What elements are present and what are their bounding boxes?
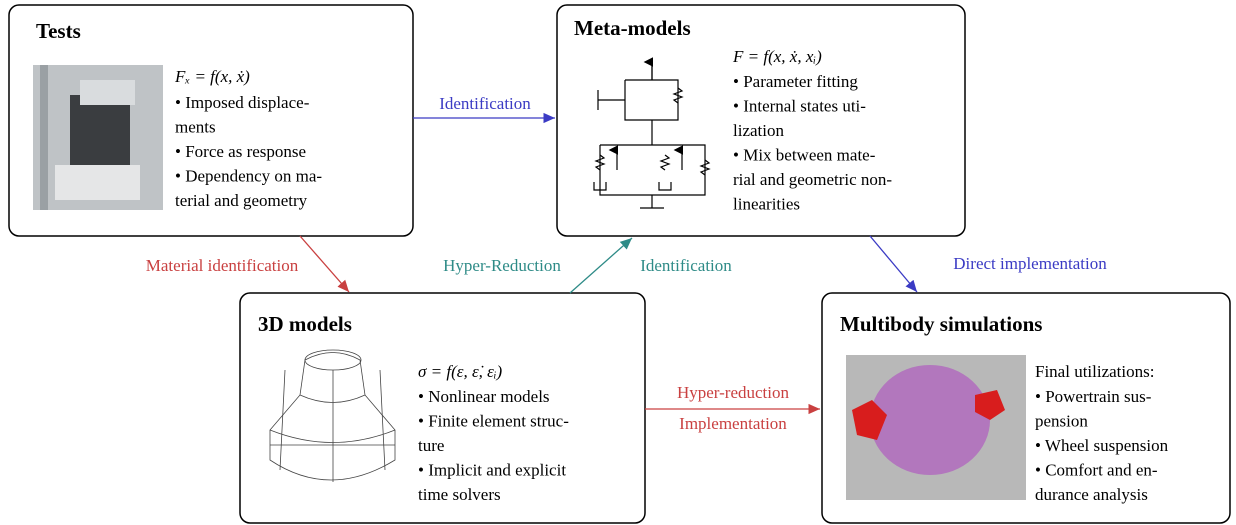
node-formula: Fₓ = f(x, ẋ): [174, 67, 250, 86]
node-formula: Final utilizations:: [1035, 362, 1154, 381]
node-line: pension: [1035, 411, 1088, 430]
edge-label: Hyper-reduction: [677, 383, 790, 402]
node-line: • Wheel suspension: [1035, 436, 1169, 455]
node-title: Multibody simulations: [840, 312, 1042, 336]
node-line: • Imposed displace-: [175, 93, 310, 112]
node-line: rial and geometric non-: [733, 170, 892, 189]
test-photo: [33, 65, 163, 210]
edge-label: Implementation: [679, 414, 787, 433]
edge-label: Identification: [640, 256, 732, 275]
spring-schematic: [593, 57, 711, 209]
node-line: • Nonlinear models: [418, 387, 550, 406]
node-line: ture: [418, 436, 444, 455]
node-line: • Parameter fitting: [733, 72, 858, 91]
node-line: • Dependency on ma-: [175, 166, 322, 185]
node-line: • Implicit and explicit: [418, 460, 566, 479]
edge-label: Identification: [439, 94, 531, 113]
node-line: • Finite element struc-: [418, 411, 569, 430]
node-formula: σ = f(ε, ε̇, εᵢ): [418, 362, 503, 381]
node-line: durance analysis: [1035, 485, 1148, 504]
edge-arrow: [569, 237, 633, 294]
edge-label: Material identification: [146, 256, 299, 275]
mesh-drawing: [269, 349, 396, 482]
node-line: • Comfort and en-: [1035, 460, 1158, 479]
node-line: time solvers: [418, 485, 501, 504]
node-line: • Force as response: [175, 142, 306, 161]
edge-label: Hyper-Reduction: [443, 256, 561, 275]
edge-arrow: [869, 235, 918, 293]
node-line: • Mix between mate-: [733, 145, 876, 164]
edge-arrow: [299, 235, 350, 293]
edge-label: Direct implementation: [953, 254, 1107, 273]
node-line: terial and geometry: [175, 191, 308, 210]
engine-render: [846, 355, 1026, 500]
node-line: linearities: [733, 194, 800, 213]
node-title: Tests: [36, 19, 81, 43]
node-formula: F = f(x, ẋ, xᵢ): [732, 47, 822, 66]
node-line: • Internal states uti-: [733, 96, 866, 115]
node-line: • Powertrain sus-: [1035, 387, 1152, 406]
meta-box: [556, 4, 966, 237]
node-line: lization: [733, 121, 784, 140]
node-line: ments: [175, 117, 216, 136]
node-title: 3D models: [258, 312, 352, 336]
node-title: Meta-models: [574, 16, 691, 40]
